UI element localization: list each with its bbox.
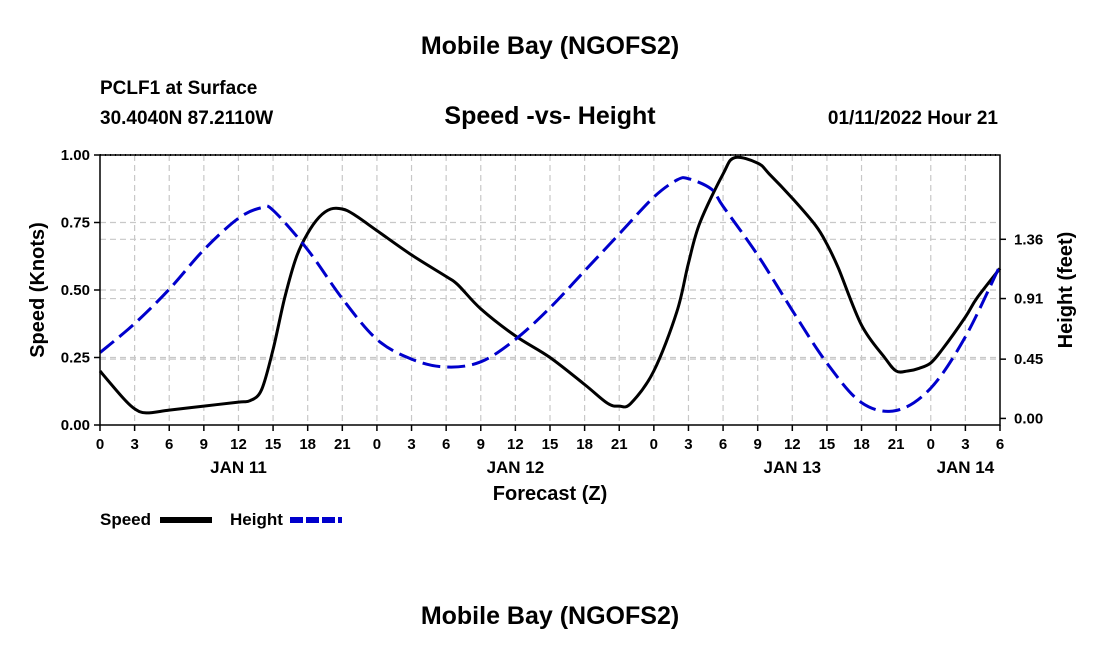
x-tick-label: 18 xyxy=(299,436,316,453)
y-right-tick-label: 0.00 xyxy=(1014,410,1043,427)
x-tick-label: 15 xyxy=(819,436,836,453)
x-tick-label: 6 xyxy=(719,436,727,453)
x-tick-label: 18 xyxy=(576,436,593,453)
y-axis-left: 0.00 0.25 0.50 0.75 1.00 xyxy=(61,147,100,434)
y-axis-right-label: Height (feet) xyxy=(1055,232,1077,349)
x-tick-label: 3 xyxy=(961,436,969,453)
x-tick-label: 6 xyxy=(165,436,173,453)
grid xyxy=(100,155,1000,425)
legend-speed-label: Speed xyxy=(100,510,151,529)
x-tick-label: 21 xyxy=(611,436,628,453)
x-tick-label: 12 xyxy=(784,436,801,453)
x-axis: 0 3 6 9 12 15 18 21 0 3 6 9 12 15 18 21 0 3 6 9 12 15 18 21 0 3 6J… xyxy=(96,425,1004,477)
legend: Speed Height xyxy=(100,510,342,529)
x-tick-label: 15 xyxy=(265,436,282,453)
x-tick-label: 18 xyxy=(853,436,870,453)
height-series-line xyxy=(99,176,1002,413)
x-axis-label: Forecast (Z) xyxy=(493,483,607,505)
x-tick-label: 0 xyxy=(927,436,935,453)
x-tick-label: 15 xyxy=(542,436,559,453)
date-label: JAN 13 xyxy=(763,458,821,477)
y-left-tick-label: 0.50 xyxy=(61,282,90,299)
station-label: PCLF1 at Surface xyxy=(100,78,257,99)
speed-series-line xyxy=(98,155,1002,415)
x-tick-label: 21 xyxy=(334,436,351,453)
x-tick-label: 9 xyxy=(477,436,485,453)
legend-height-label: Height xyxy=(230,510,283,529)
date-label: JAN 11 xyxy=(210,458,267,477)
x-tick-label: 9 xyxy=(200,436,208,453)
x-tick-label: 0 xyxy=(373,436,381,453)
coords-label: 30.4040N 87.2110W xyxy=(100,108,273,129)
x-tick-label: 6 xyxy=(996,436,1004,453)
y-right-tick-label: 0.91 xyxy=(1014,291,1043,308)
y-left-tick-label: 0.75 xyxy=(61,215,90,232)
x-tick-label: 0 xyxy=(650,436,658,453)
series-group xyxy=(98,155,1002,415)
date-label: JAN 14 xyxy=(937,458,995,477)
x-tick-label: 12 xyxy=(230,436,247,453)
x-tick-label: 3 xyxy=(684,436,692,453)
y-left-tick-label: 1.00 xyxy=(61,147,90,164)
x-tick-label: 9 xyxy=(754,436,762,453)
y-left-tick-label: 0.25 xyxy=(61,350,90,367)
x-tick-label: 21 xyxy=(888,436,905,453)
timestamp-label: 01/11/2022 Hour 21 xyxy=(828,108,998,129)
x-tick-label: 0 xyxy=(96,436,104,453)
footer-title: Mobile Bay (NGOFS2) xyxy=(421,602,679,630)
x-tick-label: 3 xyxy=(407,436,415,453)
y-right-tick-label: 1.36 xyxy=(1014,231,1043,248)
y-axis-right: 0.00 0.45 0.91 1.36 xyxy=(1000,231,1043,427)
y-left-tick-label: 0.00 xyxy=(61,417,90,434)
y-right-tick-label: 0.45 xyxy=(1014,351,1043,368)
y-axis-left-label: Speed (Knots) xyxy=(27,222,49,358)
x-tick-label: 3 xyxy=(130,436,138,453)
chart-title: Mobile Bay (NGOFS2) xyxy=(421,32,679,60)
x-tick-label: 12 xyxy=(507,436,524,453)
x-tick-label: 6 xyxy=(442,436,450,453)
date-label: JAN 12 xyxy=(487,458,545,477)
chart-subtitle: Speed -vs- Height xyxy=(444,102,656,130)
